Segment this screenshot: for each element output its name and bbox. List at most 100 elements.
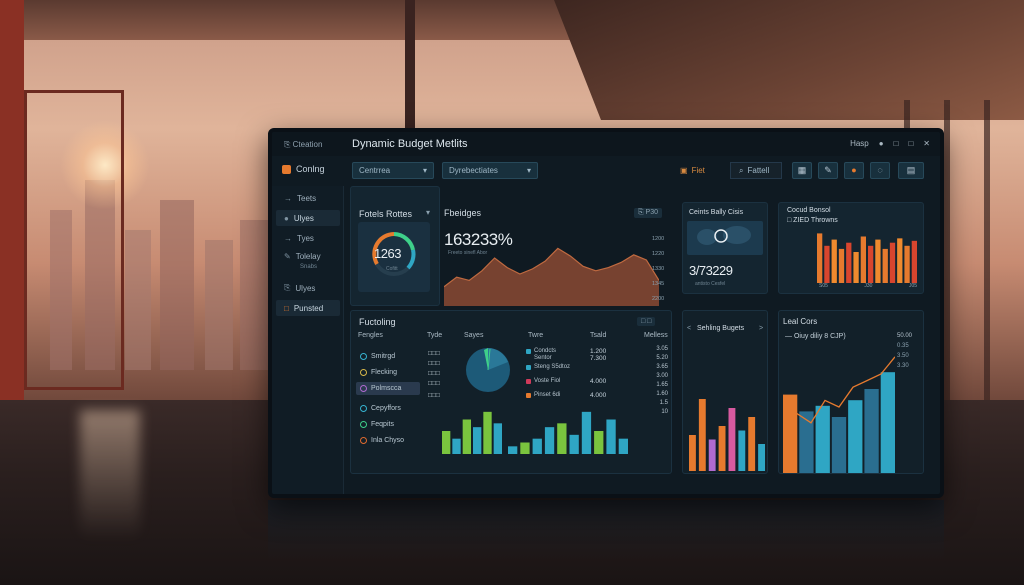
chart-bar: [557, 423, 567, 454]
top-bar-chart: [817, 233, 917, 283]
chart-bar: [594, 431, 604, 454]
forecast-title: Fotels Rottes: [359, 209, 413, 219]
chevron-down-icon: ▾: [526, 166, 531, 175]
spending-bar-chart: [689, 399, 765, 471]
table-row[interactable]: Flecking: [356, 366, 420, 379]
legend-label: Sentor: [534, 355, 552, 361]
chart-bar: [897, 238, 903, 283]
chat-icon[interactable]: ◌: [870, 162, 890, 179]
budgets-control[interactable]: ⎘ P30: [634, 208, 662, 218]
lastcost-combo-chart: [783, 356, 895, 473]
funding-value-column: 3.05 5.20 3.65 3.00 1.65 1.60 1.5 10: [642, 346, 668, 415]
legend-swatch: [526, 378, 531, 384]
chart-bar: [442, 431, 451, 454]
value-cell: 5.20: [656, 355, 668, 361]
lastcost-y-axis: 0.35 3.50 3.30: [897, 343, 909, 369]
funding-control[interactable]: □ □: [637, 317, 656, 326]
column-header: Twre: [528, 332, 544, 339]
chart-bar: [875, 239, 881, 283]
chart-bar: [889, 242, 896, 283]
y-tick: 3.30: [897, 363, 909, 369]
funding-bar-chart-2: [508, 411, 628, 454]
chart-bar: [904, 245, 910, 283]
chart-bar: [728, 408, 736, 471]
chevron-down-icon: ▾: [422, 166, 427, 175]
budgets-metric-value: 163233%: [444, 230, 513, 249]
sidebar-item-label: Ulyes: [295, 283, 316, 293]
grid-icon[interactable]: ▦: [792, 162, 812, 179]
category-select[interactable]: Centrrea ▾: [352, 162, 434, 179]
row-label: Flecking: [371, 369, 398, 376]
table-row[interactable]: Cepyffors: [356, 402, 420, 415]
row-icon: [360, 369, 367, 376]
search-label: Fattell: [747, 166, 770, 175]
record-icon[interactable]: ●: [878, 139, 884, 148]
row-label: Polmscca: [371, 385, 402, 392]
value-cell: 1.60: [656, 391, 668, 397]
chart-bar: [569, 434, 579, 454]
sidebar-item-label: Teets: [297, 193, 317, 203]
table-row[interactable]: Smitrgd: [356, 350, 420, 363]
area-fill: [444, 248, 659, 306]
brand-icon: [282, 164, 291, 174]
column-header: Melless: [644, 332, 668, 339]
chart-bar: [473, 427, 482, 454]
legend-label: Condcts: [534, 348, 557, 354]
brand-button[interactable]: Conlng: [282, 164, 325, 174]
pen-icon[interactable]: ✎: [818, 162, 838, 179]
filter-button[interactable]: ▣ Fiet: [680, 162, 705, 179]
top-bar-panel: Cocud Bonsol □ ZIED Throwns S05 J30 J05: [778, 202, 924, 294]
search-input[interactable]: ⌕ Fattell: [730, 162, 782, 179]
view-select[interactable]: Dyrebectiates ▾: [442, 162, 538, 179]
search-icon: ⌕: [739, 165, 744, 175]
gauge-card: 1263 Cofitt: [358, 222, 430, 292]
legend-value: 4.000: [590, 392, 607, 399]
close-button[interactable]: ✕: [923, 139, 930, 148]
legend-item: Sentor: [534, 355, 552, 361]
column-header: Sayes: [464, 332, 484, 339]
help-button[interactable]: Hasp: [850, 139, 869, 148]
desk-reflection: [80, 410, 140, 540]
budgets-metric: 163233%: [444, 230, 513, 250]
maximize-button[interactable]: □: [908, 139, 914, 148]
sidebar-item-tolelay[interactable]: ✎ Tolelay: [276, 248, 340, 264]
value-cell: 10: [661, 409, 668, 415]
chart-bar: [911, 240, 917, 283]
chart-bar: [799, 411, 814, 473]
sidebar-item-ulyes-2[interactable]: ⎘ Ulyes: [276, 280, 340, 296]
chart-bar: [783, 394, 798, 473]
chevron-down-icon[interactable]: ▾: [426, 208, 431, 217]
top-bar-x-axis: S05 J30 J05: [819, 283, 917, 289]
cost-panel: Ceints Bally Cisis 3/73229 antisto Cesfe…: [682, 202, 768, 294]
monitor-reflection: [268, 500, 944, 560]
view-select-value: Dyrebectiates: [449, 166, 498, 175]
record-icon[interactable]: ●: [844, 162, 864, 179]
minimize-button[interactable]: □: [893, 139, 899, 148]
toolbar: Conlng Centrrea ▾ Dyrebectiates ▾ ▣ Fiet…: [272, 158, 940, 184]
sidebar-item-sublabel: Snabs: [300, 264, 318, 270]
monitor-screen: ⎘ Cteation Dynamic Budget Metlits Hasp ●…: [268, 128, 944, 498]
table-row[interactable]: Polmscca: [356, 382, 420, 395]
sidebar-item-tyes[interactable]: → Tyes: [276, 230, 340, 246]
sidebar-item-punsted[interactable]: □ Punsted: [276, 300, 340, 316]
legend-label: Voste Fiol: [534, 378, 561, 384]
table-cell: □□□: [428, 370, 440, 377]
sidebar-item-teets[interactable]: → Teets: [276, 190, 340, 206]
share-icon[interactable]: ▤: [898, 162, 924, 179]
chart-bar: [831, 417, 847, 473]
table-cell: □□□: [428, 350, 440, 357]
column-header: Fengles: [358, 332, 383, 339]
table-row[interactable]: Feqpits: [356, 418, 420, 431]
sidebar-item-ulyes[interactable]: ● Ulyes: [276, 210, 340, 226]
table-row[interactable]: Inla Chyso: [356, 434, 420, 447]
chart-bar: [853, 252, 859, 283]
lastcost-value: 50.00: [897, 333, 913, 339]
spending-panel: < Sehling Bugets >: [682, 310, 768, 474]
cost-metric: 3/73229: [689, 263, 733, 278]
spending-prev-arrow[interactable]: <: [687, 325, 692, 332]
sidebar-item-label: Tyes: [297, 233, 314, 243]
legend-label: Pinset 6di: [534, 392, 561, 398]
spending-next-arrow[interactable]: >: [759, 325, 764, 332]
chart-bar: [824, 245, 830, 283]
chart-bar: [606, 419, 616, 454]
